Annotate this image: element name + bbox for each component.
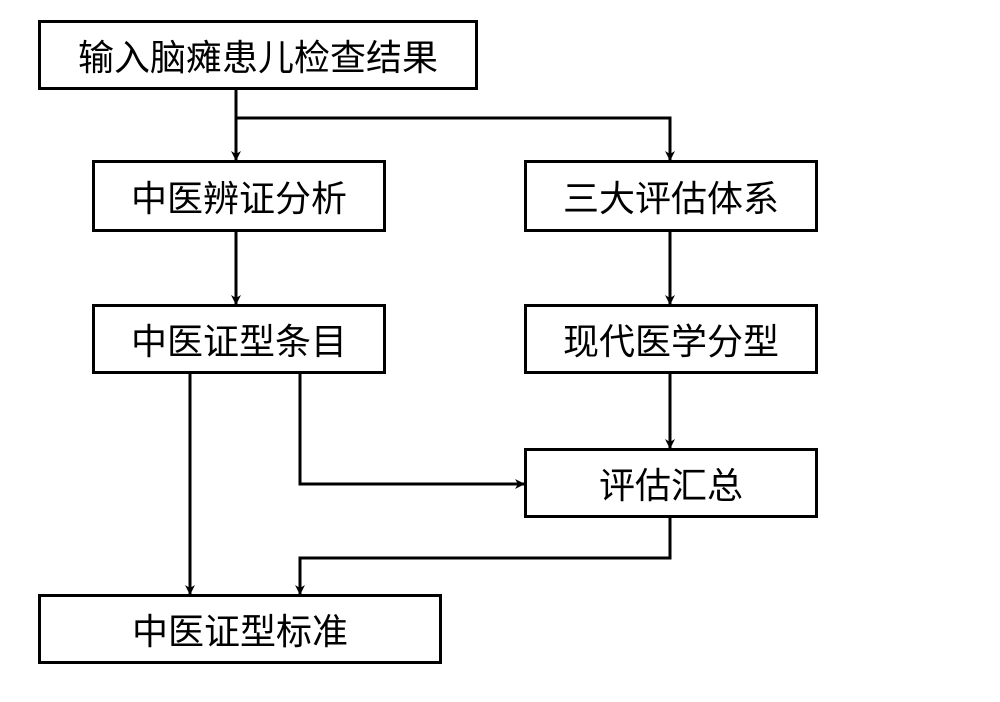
node-tcm-items-label: 中医证型条目 — [131, 313, 347, 365]
edge-tcmitem-summary — [300, 374, 524, 484]
node-summary: 评估汇总 — [524, 448, 818, 518]
node-standard: 中医证型标准 — [38, 594, 442, 664]
node-input-label: 输入脑瘫患儿检查结果 — [78, 29, 438, 81]
node-modern-med: 现代医学分型 — [524, 304, 818, 374]
node-modern-med-label: 现代医学分型 — [563, 313, 779, 365]
node-tcm-items: 中医证型条目 — [92, 304, 386, 374]
node-eval-systems-label: 三大评估体系 — [563, 170, 779, 222]
node-standard-label: 中医证型标准 — [132, 603, 348, 655]
flowchart-canvas: 输入脑瘫患儿检查结果 中医辨证分析 三大评估体系 中医证型条目 现代医学分型 评… — [0, 0, 1000, 702]
node-input: 输入脑瘫患儿检查结果 — [38, 20, 478, 90]
node-eval-systems: 三大评估体系 — [524, 160, 818, 232]
edge-input-evalsys — [236, 118, 670, 160]
node-summary-label: 评估汇总 — [599, 457, 743, 509]
edge-summary-standard — [300, 518, 670, 594]
node-tcm-analysis: 中医辨证分析 — [92, 160, 386, 232]
node-tcm-analysis-label: 中医辨证分析 — [131, 170, 347, 222]
